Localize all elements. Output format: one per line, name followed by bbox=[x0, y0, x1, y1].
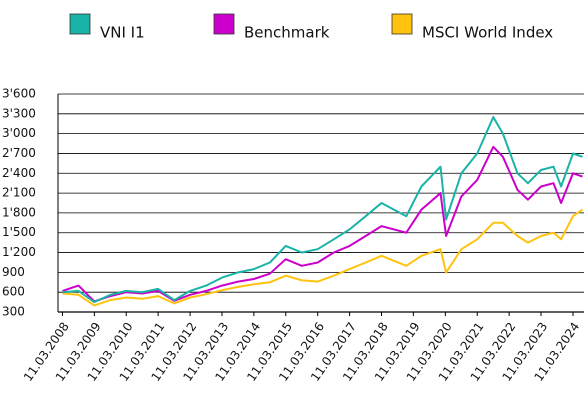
legend-label: MSCI World Index bbox=[422, 24, 553, 42]
legend-item: Benchmark bbox=[213, 13, 330, 42]
y-tick-label: 3'000 bbox=[2, 126, 36, 140]
legend-item: VNI I1 bbox=[69, 13, 145, 42]
legend-swatch bbox=[69, 13, 91, 35]
y-tick-label: 900 bbox=[2, 265, 25, 279]
y-tick-label: 2'400 bbox=[2, 166, 36, 180]
y-tick-label: 3'300 bbox=[2, 106, 36, 120]
legend-swatch bbox=[391, 13, 413, 35]
y-tick-label: 2'100 bbox=[2, 186, 36, 200]
y-tick-label: 300 bbox=[2, 305, 25, 319]
legend-label: Benchmark bbox=[244, 24, 330, 42]
y-tick-label: 600 bbox=[2, 285, 25, 299]
y-tick-label: 1'200 bbox=[2, 245, 36, 259]
legend-label: VNI I1 bbox=[100, 24, 145, 42]
legend-swatch bbox=[213, 13, 235, 35]
y-tick-label: 3'600 bbox=[2, 87, 36, 101]
y-tick-label: 1'500 bbox=[2, 225, 36, 239]
series-line bbox=[62, 208, 584, 307]
legend-item: MSCI World Index bbox=[391, 13, 553, 42]
y-tick-label: 2'700 bbox=[2, 146, 36, 160]
series-line bbox=[62, 145, 583, 303]
y-tick-label: 1'800 bbox=[2, 205, 36, 219]
series-line bbox=[62, 116, 583, 304]
